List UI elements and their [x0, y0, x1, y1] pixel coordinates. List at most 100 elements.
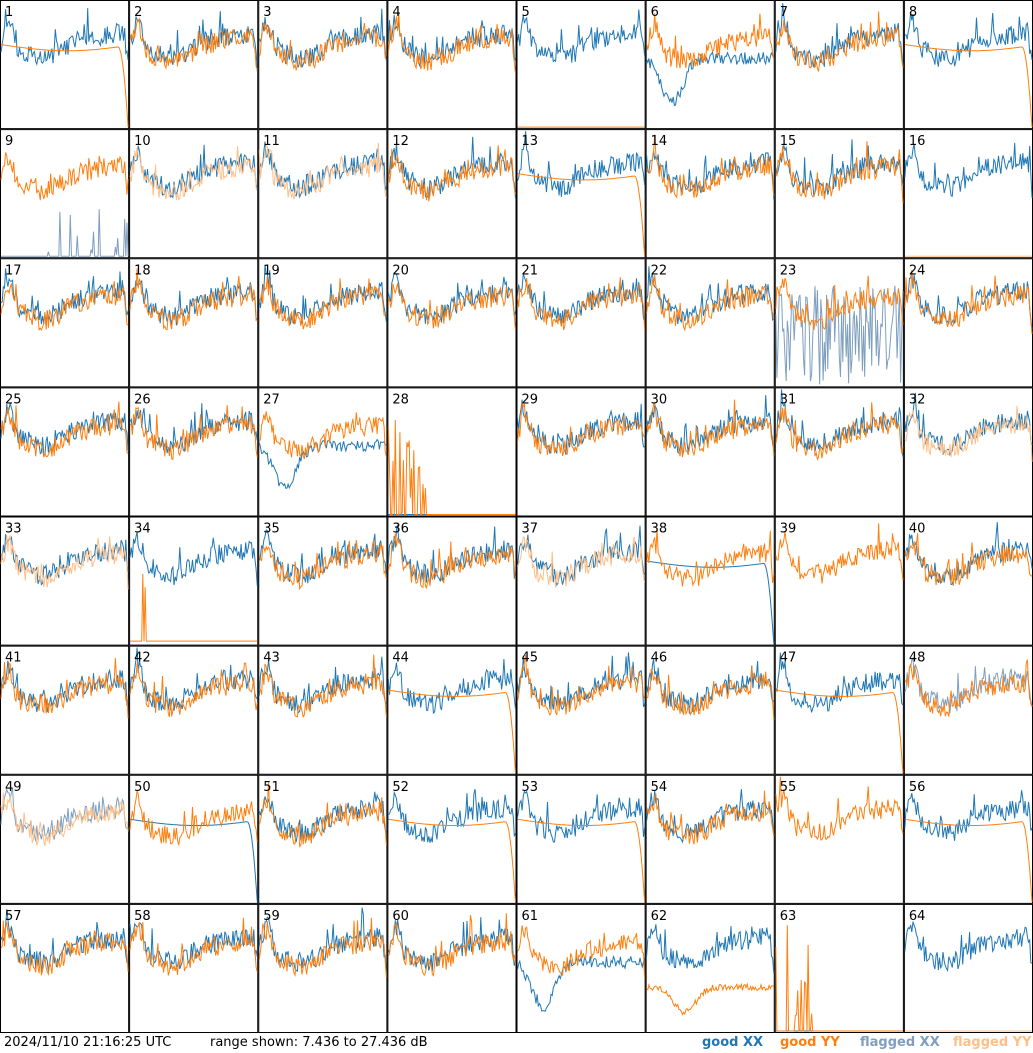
tile-label: 50 — [134, 780, 151, 795]
series-yy-line — [646, 13, 775, 69]
tile-label: 8 — [909, 5, 917, 20]
series-yy-line — [387, 419, 516, 517]
tile-label: 26 — [134, 392, 151, 407]
series-yy-line — [0, 152, 129, 201]
tile-48: 48 — [903, 645, 1033, 775]
series-yy-line — [387, 12, 516, 74]
tile-frame — [645, 258, 775, 388]
tile-frame — [258, 258, 388, 388]
tile-frame — [903, 387, 1033, 517]
tile-label: 46 — [651, 651, 668, 666]
tile-label: 12 — [392, 134, 409, 149]
tile-label: 15 — [780, 134, 797, 149]
tile-label: 5 — [522, 5, 530, 20]
tile-20: 20 — [387, 258, 517, 388]
series-yy-line — [775, 141, 904, 204]
series-yy-line — [0, 534, 129, 590]
tile-26: 26 — [129, 387, 259, 517]
tile-label: 27 — [263, 392, 280, 407]
tile-frame — [774, 516, 904, 646]
tile-label: 51 — [263, 780, 280, 795]
series-yy-line — [129, 17, 258, 70]
series-xx-line — [904, 522, 1033, 586]
tile-label: 33 — [5, 522, 22, 537]
tile-frame — [903, 645, 1033, 775]
tile-55: 55 — [774, 774, 904, 904]
tile-42: 42 — [129, 645, 259, 775]
series-yy-line — [258, 23, 387, 71]
series-xx-line — [0, 402, 129, 456]
tile-label: 29 — [522, 392, 539, 407]
tile-frame — [774, 387, 904, 517]
legend-good-yy: good YY — [780, 1035, 840, 1050]
tile-36: 36 — [387, 516, 517, 646]
series-yy-line — [775, 776, 904, 841]
tile-label: 32 — [909, 392, 926, 407]
tile-label: 44 — [392, 651, 409, 666]
tile-6: 6 — [645, 0, 775, 130]
tile-label: 40 — [909, 522, 926, 537]
tile-label: 18 — [134, 263, 151, 278]
tile-label: 59 — [263, 909, 280, 924]
series-yy-line — [904, 818, 1033, 902]
tile-51: 51 — [258, 774, 388, 904]
series-yy-line — [129, 790, 258, 846]
tile-4: 4 — [387, 0, 517, 130]
tile-11: 11 — [258, 129, 388, 259]
tile-frame — [129, 516, 259, 646]
tile-label: 56 — [909, 780, 926, 795]
tile-label: 43 — [263, 651, 280, 666]
tile-44: 44 — [387, 645, 517, 775]
tile-label: 30 — [651, 392, 668, 407]
series-xx-line — [904, 142, 1033, 198]
series-xx-line — [258, 529, 387, 584]
tile-label: 34 — [134, 522, 151, 537]
series-yy-line — [259, 654, 387, 719]
series-yy-line — [388, 913, 516, 977]
series-xx-line — [517, 790, 646, 843]
tile-frame — [387, 774, 517, 904]
series-yy-line — [387, 533, 516, 590]
series-xx-line — [388, 788, 516, 843]
series-yy-line — [259, 411, 387, 460]
series-yy-line — [646, 790, 775, 845]
tile-53: 53 — [516, 774, 646, 904]
series-yy-line — [129, 917, 258, 976]
series-yy-line — [646, 527, 775, 587]
series-xx-line — [387, 14, 516, 67]
series-yy-line — [775, 925, 903, 1032]
tile-frame — [516, 645, 646, 775]
series-xx-line — [517, 9, 646, 63]
series-xx-line — [0, 787, 129, 842]
tile-47: 47 — [774, 645, 904, 775]
tile-frame — [645, 516, 775, 646]
tile-frame — [129, 129, 259, 259]
series-yy-line — [517, 536, 646, 588]
range-readout: range shown: 7.436 to 27.436 dB — [210, 1035, 428, 1050]
tile-56: 56 — [903, 774, 1033, 904]
tile-label: 4 — [392, 5, 400, 20]
series-xx-line — [775, 285, 904, 385]
tile-label: 19 — [263, 263, 280, 278]
tile-21: 21 — [516, 258, 646, 388]
tile-5: 5 — [516, 0, 646, 130]
tile-1: 1 — [0, 0, 130, 130]
tile-label: 41 — [5, 651, 22, 666]
tile-frame — [516, 903, 646, 1033]
series-yy-line — [258, 782, 387, 848]
series-yy-line — [904, 405, 1033, 462]
tile-10: 10 — [129, 129, 259, 259]
tile-label: 36 — [392, 522, 409, 537]
series-yy-line — [0, 281, 129, 331]
tile-frame — [903, 774, 1033, 904]
tile-frame — [0, 645, 130, 775]
tile-label: 55 — [780, 780, 797, 795]
tile-frame — [774, 129, 904, 259]
tile-label: 7 — [780, 5, 788, 20]
tile-49: 49 — [0, 774, 130, 904]
tile-label: 1 — [5, 5, 13, 20]
tile-label: 62 — [651, 909, 668, 924]
tile-label: 13 — [522, 134, 539, 149]
series-xx-line — [129, 531, 258, 587]
series-yy-line — [129, 405, 258, 461]
